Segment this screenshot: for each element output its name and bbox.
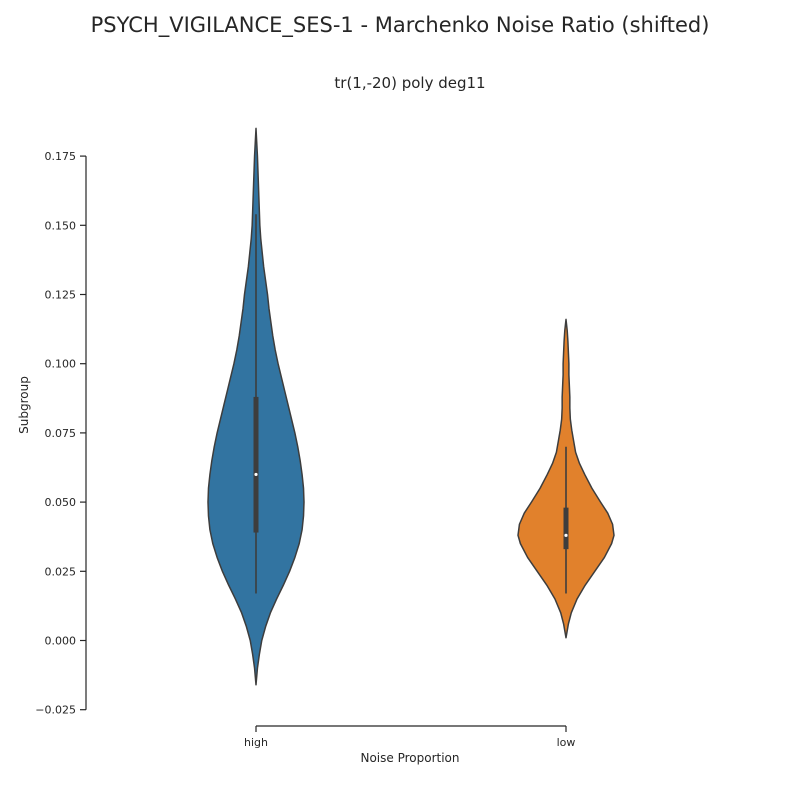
y-tick-label: 0.150 (45, 219, 77, 232)
violin-box-low (563, 507, 569, 550)
y-tick-label: 0.075 (45, 427, 77, 440)
violin-median-high (254, 472, 258, 477)
y-axis: −0.025 0.000 0.025 0.050 0.075 0.100 0.125 0.15… (35, 150, 87, 717)
y-tick-label: 0.025 (45, 565, 77, 578)
y-axis-label: Subgroup (17, 376, 31, 434)
x-axis: high low (244, 725, 576, 749)
y-tick-label: −0.025 (35, 704, 76, 717)
x-tick-label-high: high (244, 736, 268, 749)
x-tick-label-low: low (557, 736, 576, 749)
x-axis-label: Noise Proportion (360, 751, 459, 765)
y-tick-label: 0.175 (45, 150, 77, 163)
violin-median-low (564, 533, 568, 537)
chart-suptitle: PSYCH_VIGILANCE_SES-1 - Marchenko Noise … (91, 13, 710, 38)
violin-box-high (253, 396, 259, 533)
y-tick-label: 0.125 (45, 289, 77, 302)
y-tick-label: 0.100 (45, 358, 77, 371)
y-tick-label: 0.000 (45, 635, 77, 648)
y-tick-label: 0.050 (45, 496, 77, 509)
violins-layer (207, 127, 615, 686)
chart-title: tr(1,-20) poly deg11 (334, 74, 485, 92)
